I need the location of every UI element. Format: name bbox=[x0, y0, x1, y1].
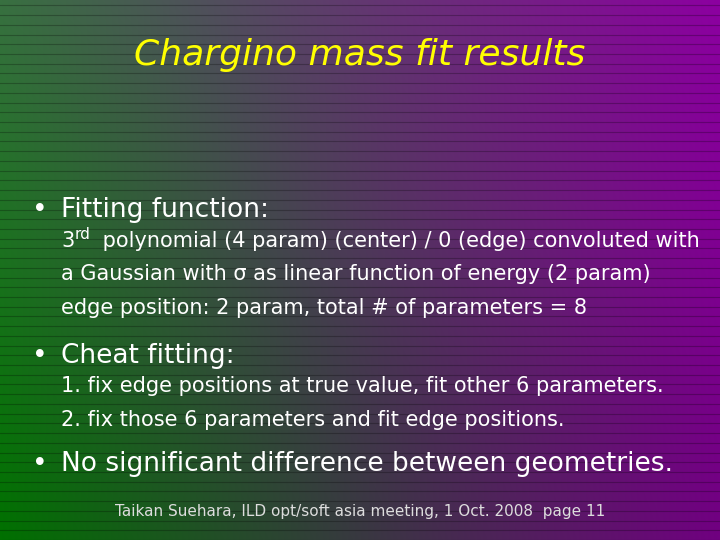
Text: 1. fix edge positions at true value, fit other 6 parameters.: 1. fix edge positions at true value, fit… bbox=[61, 376, 664, 396]
Text: rd: rd bbox=[74, 227, 90, 242]
Text: •: • bbox=[32, 451, 48, 477]
Text: polynomial (4 param) (center) / 0 (edge) convoluted with: polynomial (4 param) (center) / 0 (edge)… bbox=[96, 231, 700, 251]
Text: 3: 3 bbox=[61, 231, 74, 251]
Text: •: • bbox=[32, 343, 48, 369]
Text: •: • bbox=[32, 197, 48, 223]
Text: 2. fix those 6 parameters and fit edge positions.: 2. fix those 6 parameters and fit edge p… bbox=[61, 410, 564, 430]
Text: No significant difference between geometries.: No significant difference between geomet… bbox=[61, 451, 673, 477]
Text: edge position: 2 param, total # of parameters = 8: edge position: 2 param, total # of param… bbox=[61, 298, 588, 318]
Text: a Gaussian with σ as linear function of energy (2 param): a Gaussian with σ as linear function of … bbox=[61, 264, 651, 284]
Text: Chargino mass fit results: Chargino mass fit results bbox=[135, 38, 585, 72]
Text: Fitting function:: Fitting function: bbox=[61, 197, 269, 223]
Text: Taikan Suehara, ILD opt/soft asia meeting, 1 Oct. 2008  page 11: Taikan Suehara, ILD opt/soft asia meetin… bbox=[115, 504, 605, 519]
Text: Cheat fitting:: Cheat fitting: bbox=[61, 343, 235, 369]
